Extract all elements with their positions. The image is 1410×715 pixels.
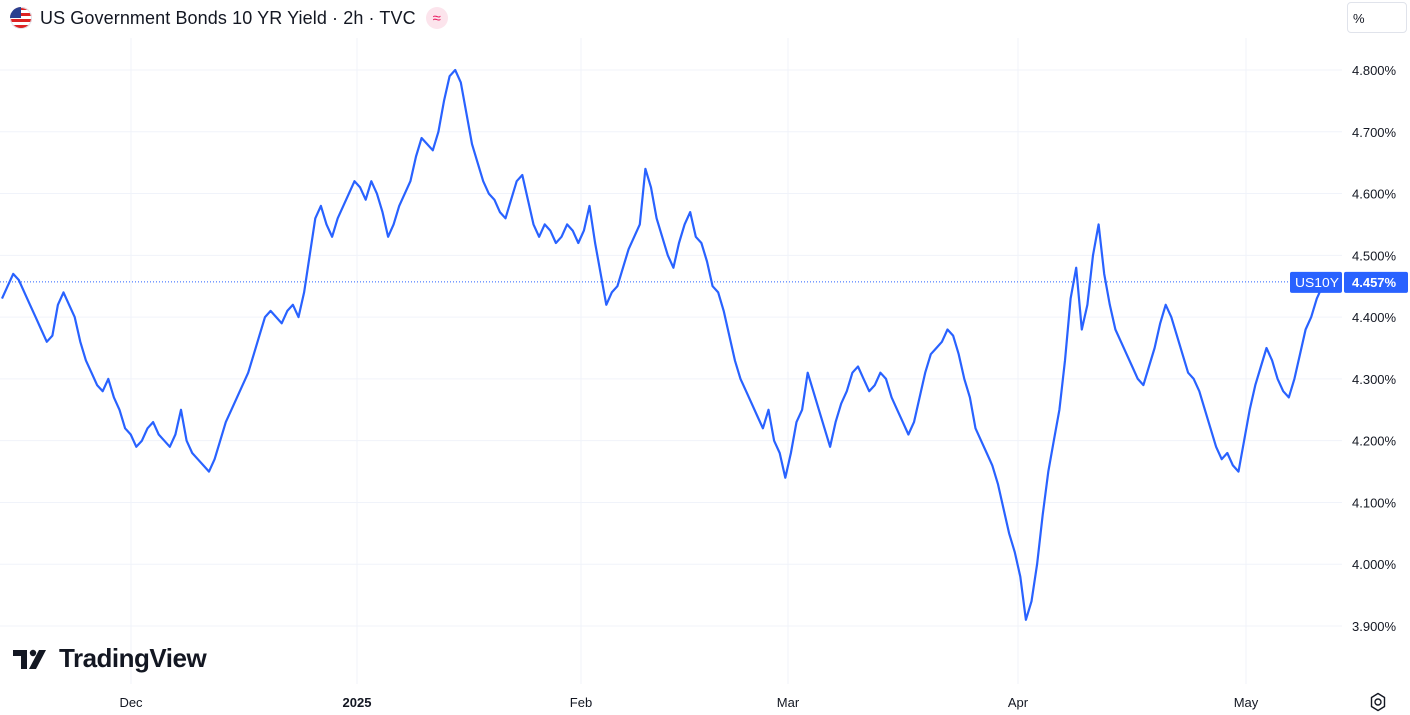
y-tick-label: 4.300% xyxy=(1352,372,1397,387)
last-price-badges: US10Y 4.457% xyxy=(1290,271,1408,293)
last-price-badge xyxy=(1344,271,1408,293)
y-tick-label: 4.500% xyxy=(1352,248,1397,263)
x-tick-label: 2025 xyxy=(343,695,372,710)
y-tick-label: 4.000% xyxy=(1352,557,1397,572)
settings-gear-icon[interactable] xyxy=(1367,691,1389,713)
grid xyxy=(0,38,1342,684)
x-tick-label: May xyxy=(1234,695,1259,710)
price-unit-label[interactable]: % xyxy=(1347,2,1407,33)
time-axis[interactable]: Dec 2025 Feb Mar Apr May xyxy=(119,695,1258,710)
y-tick-label: 4.600% xyxy=(1352,187,1397,202)
approx-icon[interactable]: ≈ xyxy=(425,7,448,29)
series-name-badge-text: US10Y xyxy=(1295,275,1339,290)
logo-text: TradingView xyxy=(59,643,207,673)
tradingview-logo-icon xyxy=(13,649,46,669)
tradingview-logo[interactable]: TradingView xyxy=(13,643,207,674)
chart-title[interactable]: US Government Bonds 10 YR Yield · 2h · T… xyxy=(40,7,416,28)
x-tick-label: Mar xyxy=(777,695,800,710)
y-tick-label: 4.200% xyxy=(1352,434,1397,449)
us-flag-icon xyxy=(10,7,32,29)
x-tick-label: Apr xyxy=(1008,695,1029,710)
y-tick-label: 4.100% xyxy=(1352,495,1397,510)
last-price-badge-text: 4.457% xyxy=(1352,275,1397,290)
y-tick-label: 4.700% xyxy=(1352,125,1397,140)
y-tick-label: 4.800% xyxy=(1352,63,1397,78)
series-name-badge xyxy=(1290,271,1342,293)
x-tick-label: Feb xyxy=(570,695,592,710)
y-tick-label: 4.400% xyxy=(1352,310,1397,325)
y-tick-label: 3.900% xyxy=(1352,619,1397,634)
x-tick-label: Dec xyxy=(119,695,143,710)
price-axis[interactable]: 4.800% 4.700% 4.600% 4.500% 4.400% 4.300% 4.20… xyxy=(1352,63,1397,634)
chart-header: US Government Bonds 10 YR Yield · 2h · T… xyxy=(10,5,448,31)
series-line-us10y[interactable] xyxy=(0,68,1329,621)
